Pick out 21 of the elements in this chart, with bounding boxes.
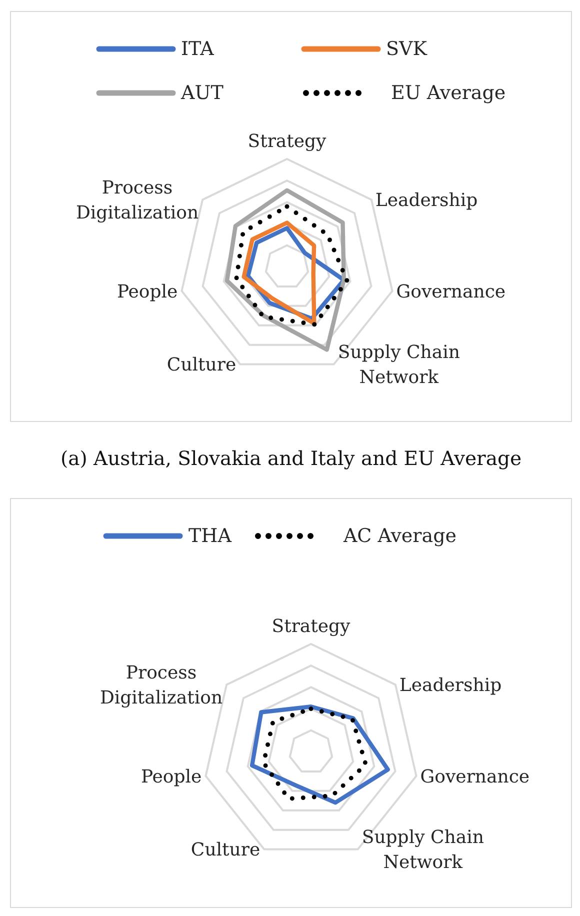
spoke-label: Process Digitalization (76, 177, 199, 224)
spoke-label: People (140, 766, 202, 788)
spoke-label: Process Digitalization (100, 662, 223, 708)
spoke-label: Strategy (272, 616, 352, 637)
spoke-label: Leadership (399, 674, 502, 696)
spoke-label: Culture (190, 840, 260, 861)
spoke-label: Supply Chain Network (338, 342, 460, 388)
legend-label: AUT (181, 81, 224, 105)
spoke-label: Governance (420, 766, 530, 788)
spoke-label: Strategy (248, 131, 328, 152)
spoke-label: Supply Chain Network (362, 827, 484, 874)
text: (a) Austria, Slovakia and Italy and EU Average (60, 446, 522, 472)
legend-label: AC Average (343, 524, 456, 548)
spoke-label: Governance (396, 281, 506, 302)
legend-label: SVK (386, 37, 427, 61)
spoke-label: Culture (166, 354, 236, 376)
spoke-label: Leadership (375, 190, 478, 211)
legend-label: ITA (181, 37, 214, 61)
legend-label: EU Average (391, 81, 506, 105)
spoke-label: People (116, 281, 178, 302)
legend-label: THA (188, 524, 232, 548)
